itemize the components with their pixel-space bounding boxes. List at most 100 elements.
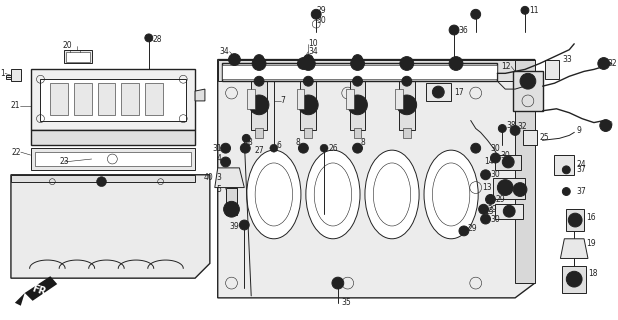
Circle shape <box>400 57 413 70</box>
Text: 9: 9 <box>607 121 612 130</box>
Circle shape <box>498 124 506 132</box>
Text: 29: 29 <box>496 195 505 204</box>
Ellipse shape <box>365 150 419 239</box>
Text: 8: 8 <box>247 138 252 147</box>
Circle shape <box>298 95 318 115</box>
Text: 7: 7 <box>281 96 286 105</box>
Polygon shape <box>218 60 535 81</box>
Text: 27: 27 <box>254 146 264 155</box>
Circle shape <box>471 143 481 153</box>
Circle shape <box>145 34 153 42</box>
Text: 31: 31 <box>212 144 222 153</box>
Circle shape <box>452 60 460 68</box>
Text: 37: 37 <box>576 165 586 174</box>
Text: 13: 13 <box>482 183 491 192</box>
Circle shape <box>481 214 491 224</box>
Bar <box>145 83 163 115</box>
Circle shape <box>221 143 231 153</box>
Polygon shape <box>218 60 535 298</box>
Circle shape <box>600 120 612 132</box>
Bar <box>353 129 362 138</box>
Ellipse shape <box>424 150 478 239</box>
Circle shape <box>252 57 266 70</box>
Text: 9: 9 <box>576 126 581 135</box>
Bar <box>297 89 305 109</box>
Circle shape <box>459 226 469 236</box>
Text: 39: 39 <box>230 222 239 231</box>
Polygon shape <box>11 69 21 81</box>
Circle shape <box>242 134 250 142</box>
Circle shape <box>403 60 411 68</box>
Text: 15: 15 <box>484 207 493 216</box>
Polygon shape <box>544 60 559 79</box>
Text: 32: 32 <box>607 59 617 68</box>
Bar <box>403 129 411 138</box>
Text: 25: 25 <box>540 133 549 142</box>
Text: 29: 29 <box>316 6 326 15</box>
Bar <box>222 66 497 79</box>
Text: 30: 30 <box>501 151 510 160</box>
Circle shape <box>497 180 513 196</box>
Text: 37: 37 <box>576 187 586 196</box>
Text: 30: 30 <box>491 170 500 179</box>
Bar <box>50 83 68 115</box>
Polygon shape <box>562 266 586 293</box>
Bar <box>247 89 255 109</box>
Text: 35: 35 <box>342 298 352 307</box>
Circle shape <box>566 271 582 287</box>
Bar <box>350 81 365 131</box>
Circle shape <box>562 188 570 196</box>
Circle shape <box>569 213 582 227</box>
Text: 14: 14 <box>484 157 493 166</box>
Text: 19: 19 <box>586 239 596 248</box>
Polygon shape <box>554 155 574 175</box>
Circle shape <box>353 143 363 153</box>
Text: 38: 38 <box>506 121 516 130</box>
Text: 3: 3 <box>217 173 222 182</box>
Text: 12: 12 <box>502 62 511 71</box>
Ellipse shape <box>247 150 301 239</box>
Circle shape <box>521 6 529 14</box>
Circle shape <box>471 9 481 19</box>
Polygon shape <box>566 209 584 231</box>
Circle shape <box>350 57 365 70</box>
Circle shape <box>311 9 321 19</box>
Circle shape <box>397 95 417 115</box>
Bar <box>255 129 263 138</box>
Polygon shape <box>515 60 535 283</box>
Circle shape <box>254 76 264 86</box>
Circle shape <box>481 170 491 180</box>
Text: 8: 8 <box>360 138 365 147</box>
Text: 8: 8 <box>295 138 300 147</box>
Circle shape <box>520 73 536 89</box>
Text: FR.: FR. <box>30 284 51 299</box>
Bar <box>399 81 415 131</box>
Text: 30: 30 <box>316 16 326 25</box>
Circle shape <box>302 57 315 70</box>
Bar <box>226 188 237 215</box>
Polygon shape <box>11 175 195 182</box>
Circle shape <box>240 143 250 153</box>
Text: 23: 23 <box>59 157 69 166</box>
Text: 34: 34 <box>308 47 318 56</box>
Circle shape <box>229 174 237 182</box>
Text: 26: 26 <box>328 144 337 153</box>
Circle shape <box>353 55 363 65</box>
Polygon shape <box>31 131 195 145</box>
Text: 29: 29 <box>488 205 497 214</box>
Circle shape <box>491 153 501 163</box>
Text: 24: 24 <box>576 160 586 169</box>
Circle shape <box>510 125 520 135</box>
Polygon shape <box>426 83 451 101</box>
Text: 33: 33 <box>562 55 572 64</box>
Text: 28: 28 <box>153 36 163 44</box>
Circle shape <box>298 143 308 153</box>
Text: 6: 6 <box>277 141 282 150</box>
Polygon shape <box>493 178 525 199</box>
Bar <box>300 81 316 131</box>
Circle shape <box>433 86 444 98</box>
Text: 36: 36 <box>458 26 468 35</box>
Text: 32: 32 <box>517 122 527 131</box>
Text: 18: 18 <box>588 269 598 278</box>
Polygon shape <box>523 131 537 145</box>
